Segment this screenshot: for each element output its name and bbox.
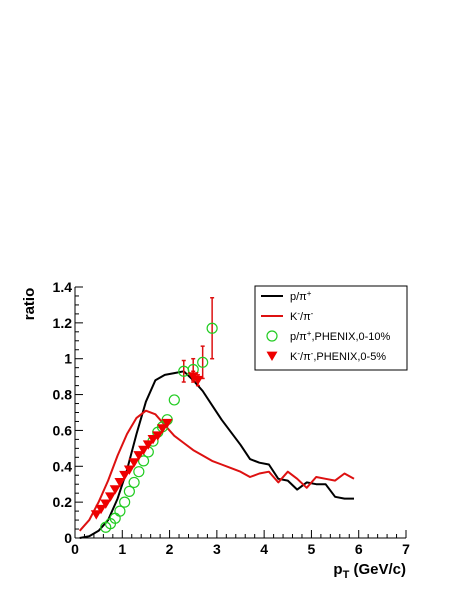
x-tick-label: 7 — [402, 541, 410, 557]
legend-text-part: p/π — [290, 331, 307, 343]
data-point-circle — [206, 322, 218, 334]
data-point-circle — [123, 485, 135, 497]
data-point-triangle — [156, 424, 168, 434]
legend-text-part: ,PHENIX,0-5% — [313, 351, 386, 363]
legend-superscript: + — [307, 289, 312, 298]
legend-superscript: - — [297, 349, 300, 358]
legend-label: p/π+,PHENIX,0-10% — [290, 329, 391, 343]
data-point-circle — [133, 466, 145, 478]
data-point-circle — [168, 394, 180, 406]
legend-superscript: + — [307, 329, 312, 338]
legend-text-part: p/π — [290, 291, 307, 303]
data-point-circle — [137, 455, 150, 467]
legend-text-part: /π — [300, 311, 311, 323]
y-axis-label: ratio — [21, 288, 38, 321]
data-point-triangle — [192, 375, 204, 386]
y-tick-label: 0.8 — [53, 387, 73, 403]
data-point-triangle — [104, 492, 116, 502]
legend: p/π+K-/π-p/π+,PHENIX,0-10%K-/π-,PHENIX,0… — [254, 285, 408, 371]
data-point-triangle — [114, 478, 126, 488]
legend-text-part: ,PHENIX,0-10% — [311, 331, 390, 343]
legend-superscript: - — [311, 309, 314, 318]
series-line-1 — [78, 409, 355, 532]
y-tick-label: 0.4 — [53, 458, 73, 474]
data-point-triangle — [95, 504, 107, 515]
x-axis-label-p: p — [333, 561, 342, 578]
data-point-triangle — [128, 458, 140, 468]
legend-superscript: - — [311, 349, 314, 358]
data-point-triangle — [100, 499, 112, 509]
legend-label: K-/π- — [290, 309, 314, 323]
data-point-triangle — [133, 451, 145, 461]
y-tick-label: 0.2 — [53, 494, 73, 510]
data-point-circle — [114, 505, 126, 517]
data-point-triangle — [109, 485, 121, 495]
legend-circle-symbol — [266, 330, 278, 342]
data-point-circle — [197, 356, 209, 368]
x-tick-label: 4 — [260, 541, 268, 557]
legend-label: K-/π-,PHENIX,0-5% — [290, 349, 386, 363]
axis-ticks: 0 1 2 3 4 5 6 7 0 0.2 0.4 0.6 0.8 1 1.2 1.4 — [53, 279, 411, 557]
y-tick-label: 1.4 — [53, 279, 73, 295]
x-axis-label: pT (GeV/c) — [333, 561, 406, 581]
y-tick-label: 0 — [64, 530, 72, 546]
y-tick-label: 1 — [64, 351, 72, 367]
x-tick-label: 0 — [71, 541, 79, 557]
plot-area — [78, 297, 355, 539]
x-axis-label-subscript: T — [343, 569, 350, 581]
legend-superscript: - — [297, 309, 300, 318]
legend-triangle-symbol — [266, 351, 278, 361]
data-point-circle — [119, 496, 131, 508]
x-tick-label: 5 — [308, 541, 316, 557]
x-tick-label: 6 — [355, 541, 363, 557]
x-tick-label: 2 — [166, 541, 174, 557]
data-point-triangle — [152, 431, 164, 441]
y-tick-label: 0.6 — [53, 422, 73, 438]
data-point-triangle — [123, 465, 135, 475]
data-point-triangle — [90, 510, 102, 520]
legend-text-part: K — [290, 311, 298, 323]
data-point-triangle — [138, 445, 150, 456]
x-tick-label: 1 — [118, 541, 126, 557]
legend-text-part: /π — [300, 351, 311, 363]
legend-label: p/π+ — [290, 289, 312, 303]
x-axis-label-unit: (GeV/c) — [349, 561, 406, 578]
data-point-triangle — [119, 470, 131, 481]
data-point-triangle — [142, 440, 154, 450]
legend-text-part: K — [290, 351, 298, 363]
data-point-circle — [128, 476, 140, 489]
legend-box — [254, 285, 408, 371]
data-point-triangle — [161, 418, 173, 429]
y-tick-label: 1.2 — [53, 315, 73, 331]
x-tick-label: 3 — [213, 541, 221, 557]
